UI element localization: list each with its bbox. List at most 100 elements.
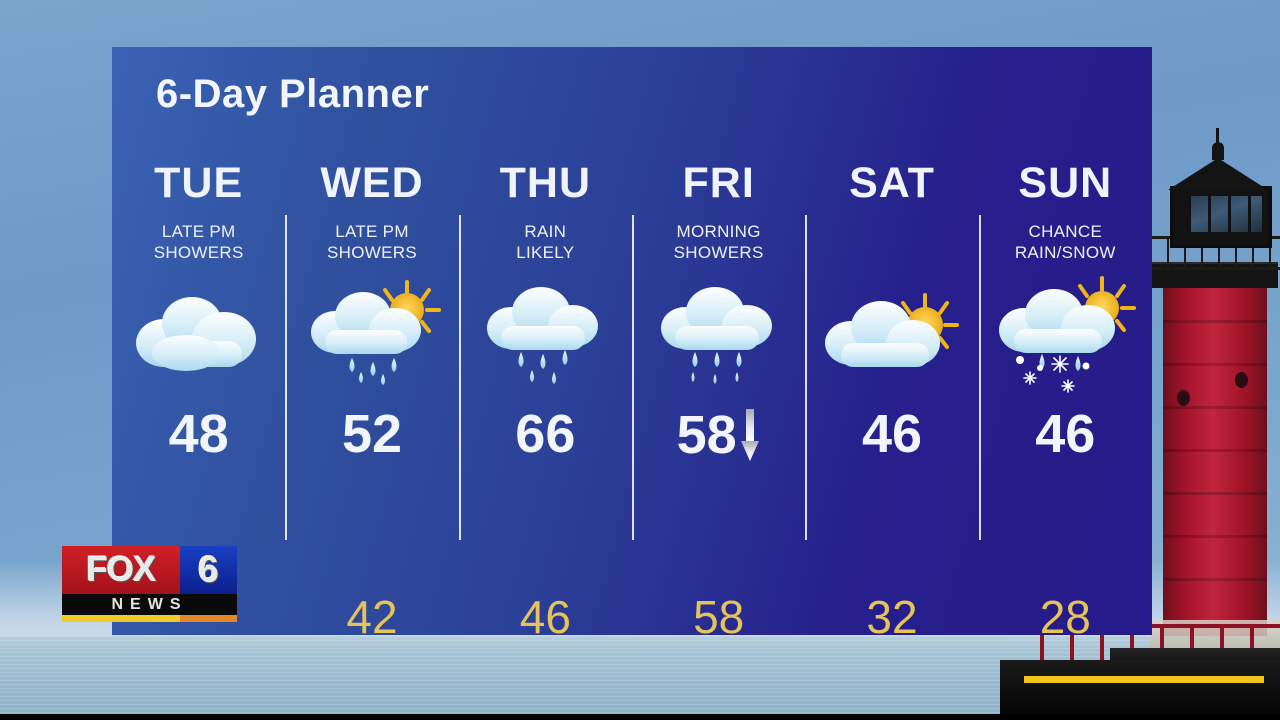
low-temp: 42	[346, 591, 398, 643]
lighthouse-porthole	[1177, 390, 1190, 406]
forecast-day-tue[interactable]: TUE LATE PM SHOWERS	[112, 162, 285, 592]
column-divider	[978, 215, 981, 540]
low-temp: 58	[693, 591, 745, 643]
high-temp: 46	[861, 404, 923, 464]
lighthouse-porthole	[1235, 372, 1248, 388]
logo-news-text: NEWS	[111, 595, 188, 613]
low-temp-cell: 28	[979, 587, 1152, 647]
high-temp: 52	[341, 404, 403, 464]
condition-line-1: MORNING	[676, 222, 761, 241]
condition-text: LATE PM SHOWERS	[327, 221, 417, 265]
cloud-rain-icon	[660, 287, 772, 384]
low-temp-cell: 42	[285, 587, 458, 647]
logo-fox-text: FOX	[86, 550, 157, 589]
forecast-day-fri[interactable]: FRI MORNING SHOWERS	[631, 159, 805, 592]
weather-icon-slot	[817, 271, 967, 401]
low-temp-row: 42 46 58 32 28	[112, 587, 1152, 647]
weather-icon-slot	[649, 271, 789, 401]
rain-drops	[349, 358, 397, 385]
low-temp-cell: 46	[459, 587, 632, 647]
forecast-panel: 6-Day Planner TUE LATE PM SHOWERS	[112, 47, 1264, 683]
panel-accent-bar	[1024, 676, 1264, 683]
cloud-rain-icon	[487, 287, 599, 384]
forecast-day-sun[interactable]: SUN CHANCE RAIN/SNOW	[978, 159, 1152, 592]
bottom-letterbox	[0, 714, 1280, 720]
sun-cloud-icon	[824, 293, 959, 367]
logo-accent-strip	[62, 615, 237, 622]
fox6-news-logo: FOX 6 NEWS	[62, 546, 237, 622]
forecast-day-wed[interactable]: WED LATE PM SHOWERS	[285, 162, 458, 592]
column-divider	[805, 215, 808, 540]
high-temp-row: 52	[342, 407, 402, 461]
cloud-shape	[660, 287, 772, 350]
high-temp-row: 46	[1035, 407, 1095, 461]
low-temp-cell: 32	[805, 587, 978, 647]
day-label: TUE	[154, 159, 244, 207]
cloud-shape	[999, 288, 1116, 353]
high-temp: 46	[1035, 404, 1096, 464]
logo-six-text: 6	[198, 549, 219, 590]
column-divider	[631, 215, 634, 540]
day-label: THU	[499, 159, 591, 207]
forecast-columns: TUE LATE PM SHOWERS	[112, 162, 1152, 592]
lighthouse-finial	[1216, 128, 1219, 146]
cloudy-icon	[135, 297, 256, 371]
high-temp: 48	[168, 404, 229, 464]
day-label: FRI	[682, 159, 755, 207]
lighthouse-tower	[1163, 280, 1267, 636]
weather-icon-slot	[297, 271, 447, 401]
condition-text: CHANCE RAIN/SNOW	[1015, 221, 1116, 265]
logo-strip-yellow	[62, 615, 180, 622]
lighthouse-lantern-glass	[1188, 196, 1262, 232]
high-temp: 66	[515, 404, 576, 464]
column-divider	[285, 215, 288, 540]
high-temp-row: 66	[515, 407, 575, 461]
condition-text: RAIN LIKELY	[516, 221, 574, 265]
condition-text: LATE PM SHOWERS	[154, 221, 244, 265]
day-label: SAT	[849, 159, 935, 207]
lighthouse-cap	[1212, 142, 1224, 160]
low-temp: 28	[1039, 591, 1091, 643]
logo-top-row: FOX 6	[62, 546, 237, 594]
high-temp-row: 46	[862, 407, 922, 461]
page-title: 6-Day Planner	[156, 72, 430, 116]
forecast-day-thu[interactable]: THU RAIN LIKELY	[458, 159, 632, 592]
high-temp-row: 48	[169, 407, 229, 461]
rain-drops	[691, 352, 742, 384]
weather-icon-slot	[124, 271, 274, 401]
low-temp-cell: 58	[632, 587, 805, 647]
condition-line-1: LATE PM	[161, 222, 236, 241]
column-divider	[458, 215, 461, 540]
logo-strip-orange	[180, 615, 237, 622]
high-temp-row: 58	[677, 407, 761, 463]
weather-icon-slot	[990, 271, 1140, 401]
down-arrow-icon	[740, 409, 759, 461]
condition-line-2: SHOWERS	[153, 243, 244, 263]
rain-drops	[518, 350, 568, 384]
condition-line-1: CHANCE	[1028, 222, 1103, 241]
condition-line-2: SHOWERS	[327, 243, 417, 263]
snowflakes	[1016, 354, 1090, 393]
day-label: WED	[320, 159, 424, 207]
condition-line-1: RAIN	[524, 222, 567, 241]
cloud-shape	[824, 301, 940, 367]
day-label: SUN	[1018, 159, 1113, 207]
sun-cloud-rain-icon	[310, 280, 441, 385]
weather-icon-slot	[475, 271, 615, 401]
cloud-shape	[310, 292, 421, 354]
pier-breakwall	[1000, 660, 1280, 714]
forecast-day-sat[interactable]: SAT	[805, 162, 978, 592]
sun-cloud-rain-snow-icon	[999, 275, 1137, 393]
cloud-shape	[487, 287, 599, 350]
logo-six-block: 6	[180, 546, 237, 594]
low-temp: 32	[866, 591, 918, 643]
condition-text: MORNING SHOWERS	[674, 221, 764, 265]
condition-line-2: LIKELY	[516, 243, 575, 263]
condition-line-2: SHOWERS	[673, 243, 764, 263]
lighthouse-roof	[1168, 158, 1268, 190]
logo-fox-block: FOX	[62, 546, 180, 594]
high-temp: 58	[676, 405, 737, 465]
condition-line-2: RAIN/SNOW	[1014, 243, 1116, 263]
condition-line-1: LATE PM	[335, 222, 409, 241]
